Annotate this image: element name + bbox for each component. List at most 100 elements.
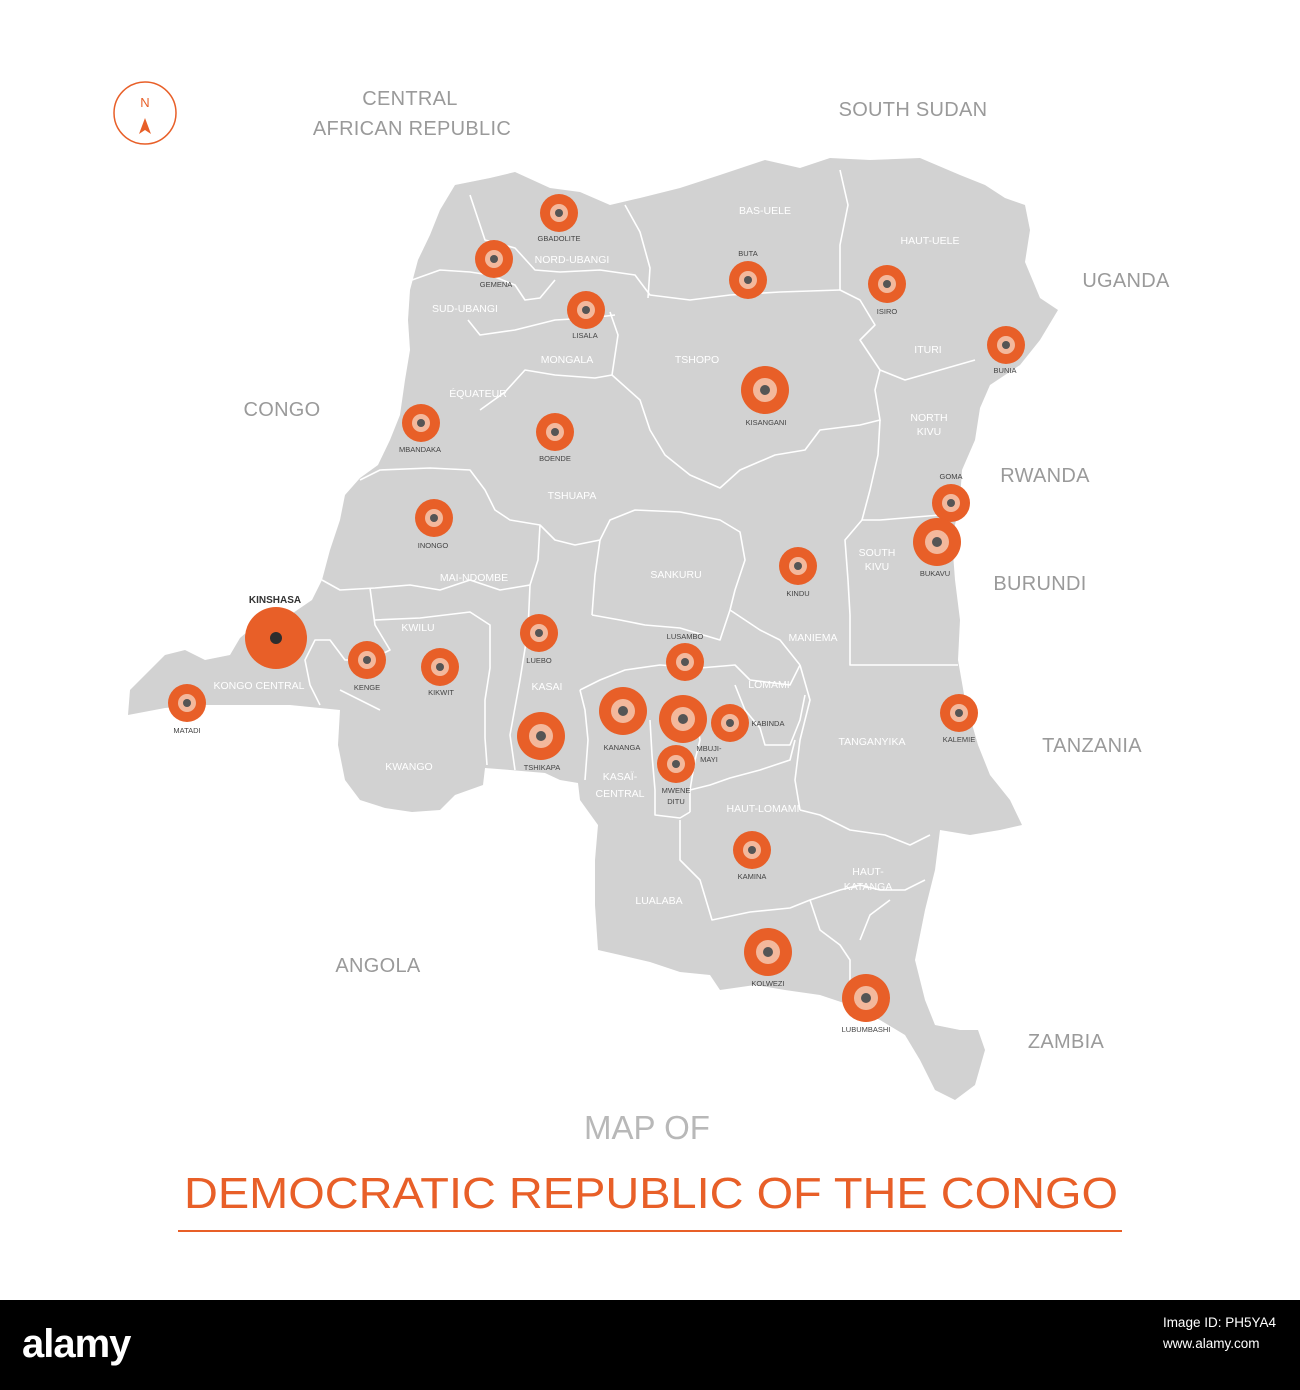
- province-label-south-kivu-line2: KIVU: [865, 561, 890, 573]
- site-url-text: www.alamy.com: [1162, 1336, 1260, 1351]
- city-label-kabinda: KABINDA: [752, 719, 785, 728]
- city-marker-kolwezi: [744, 928, 792, 976]
- capital-marker-kinshasa: [245, 607, 307, 669]
- city-label-gemena: GEMENA: [480, 280, 513, 289]
- title-country-name: DEMOCRATIC REPUBLIC OF THE CONGO: [184, 1169, 1118, 1218]
- footer-bar: alamy Image ID: PH5YA4 www.alamy.com: [0, 1300, 1300, 1390]
- city-marker-bunia: [987, 326, 1025, 364]
- city-label-kikwit: KIKWIT: [428, 688, 454, 697]
- city-label-lubumbashi: LUBUMBASHI: [842, 1025, 891, 1034]
- province-label-nord-ubangi: NORD-UBANGI: [535, 254, 610, 266]
- city-label-kindu: KINDU: [786, 589, 809, 598]
- city-label-goma: GOMA: [940, 472, 963, 481]
- city-label-mbandaka: MBANDAKA: [399, 445, 441, 454]
- neighbor-label-angola: ANGOLA: [335, 955, 421, 977]
- city-markers: KINSHASA: [168, 194, 1025, 1022]
- neighbor-labels: CENTRAL AFRICAN REPUBLIC SOUTH SUDAN UGA…: [243, 88, 1170, 1053]
- neighbor-label-congo: CONGO: [243, 399, 320, 421]
- province-label-maniema: MANIEMA: [788, 632, 837, 644]
- city-label-luebo: LUEBO: [526, 656, 552, 665]
- province-label-kasai-central-line2: CENTRAL: [595, 788, 644, 800]
- province-label-north-kivu-line1: NORTH: [910, 412, 947, 424]
- city-label-mwene-ditu-line2: DITU: [667, 797, 685, 806]
- city-marker-kalemie: [940, 694, 978, 732]
- city-label-mbuji-mayi-line1: MBUJI-: [697, 744, 723, 753]
- city-marker-mbandaka: [402, 404, 440, 442]
- neighbor-label-burundi: BURUNDI: [993, 573, 1086, 595]
- city-marker-gbadolite: [540, 194, 578, 232]
- city-label-kalemie: KALEMIE: [943, 735, 976, 744]
- province-label-mongala: MONGALA: [541, 354, 594, 366]
- province-label-bas-uele: BAS-UELE: [739, 205, 791, 217]
- province-label-sankuru: SANKURU: [650, 569, 701, 581]
- city-marker-bukavu: [913, 518, 961, 566]
- province-label-tanganyika: TANGANYIKA: [839, 736, 906, 748]
- province-borders: [304, 169, 976, 1000]
- province-label-kasai-central-line1: KASAÏ-: [603, 771, 638, 783]
- map-canvas: N CENTRAL: [113, 81, 1170, 1232]
- alamy-logo: alamy: [22, 1322, 131, 1366]
- province-label-north-kivu-line2: KIVU: [917, 426, 942, 438]
- city-label-gbadolite: GBADOLITE: [538, 234, 581, 243]
- city-label-kolwezi: KOLWEZI: [751, 979, 784, 988]
- city-marker-tshikapa: [517, 712, 565, 760]
- drc-landmass: [128, 158, 1058, 1100]
- city-marker-gemena: [475, 240, 513, 278]
- neighbor-label-uganda: UGANDA: [1082, 270, 1170, 292]
- city-marker-matadi: [168, 684, 206, 722]
- city-label-tshikapa: TSHIKAPA: [524, 763, 561, 772]
- province-label-tshopo: TSHOPO: [675, 354, 719, 366]
- city-label-mbuji-mayi-line2: MAYI: [700, 755, 718, 764]
- footer-meta: Image ID: PH5YA4 www.alamy.com: [1163, 1312, 1276, 1354]
- city-marker-kananga: [599, 687, 647, 735]
- province-label-tshuapa: TSHUAPA: [548, 490, 597, 502]
- city-marker-lisala: [567, 291, 605, 329]
- neighbor-label-tanzania: TANZANIA: [1042, 735, 1142, 757]
- province-label-kasai: KASAI: [532, 681, 563, 693]
- city-marker-boende: [536, 413, 574, 451]
- city-label-isiro: ISIRO: [877, 307, 898, 316]
- city-label-lusambo: LUSAMBO: [667, 632, 704, 641]
- city-marker-isiro: [868, 265, 906, 303]
- city-label-kamina: KAMINA: [738, 872, 767, 881]
- capital-label-kinshasa: KINSHASA: [249, 595, 301, 606]
- province-label-lomami: LOMAMI: [748, 679, 789, 691]
- city-marker-lubumbashi: [842, 974, 890, 1022]
- city-marker-kindu: [779, 547, 817, 585]
- province-label-equateur: ÉQUATEUR: [449, 387, 507, 400]
- city-marker-mbuji-mayi: [659, 695, 707, 743]
- north-compass-icon: N: [113, 81, 177, 145]
- city-label-bukavu: BUKAVU: [920, 569, 950, 578]
- compass-north-letter: N: [140, 95, 149, 110]
- city-label-boende: BOENDE: [539, 454, 571, 463]
- neighbor-label-car-line2: AFRICAN REPUBLIC: [313, 118, 511, 140]
- province-label-mai-ndombe: MAI-NDOMBE: [440, 572, 508, 584]
- city-marker-kikwit: [421, 648, 459, 686]
- city-label-kisangani: KISANGANI: [746, 418, 787, 427]
- neighbor-label-rwanda: RWANDA: [1000, 465, 1090, 487]
- city-marker-kenge: [348, 641, 386, 679]
- city-marker-kisangani: [741, 366, 789, 414]
- drc-country-shape: [128, 158, 1058, 1100]
- city-label-buta: BUTA: [738, 249, 757, 258]
- neighbor-label-south-sudan: SOUTH SUDAN: [839, 99, 988, 121]
- city-label-lisala: LISALA: [572, 331, 597, 340]
- province-label-kongo-central: KONGO CENTRAL: [213, 680, 304, 692]
- city-labels: GBADOLITE GEMENA LISALA BUTA ISIRO BUNIA…: [173, 234, 1016, 1034]
- city-label-kananga: KANANGA: [604, 743, 641, 752]
- image-id-text: Image ID: PH5YA4: [1162, 1315, 1276, 1330]
- neighbor-label-zambia: ZAMBIA: [1028, 1031, 1105, 1053]
- province-label-south-kivu-line1: SOUTH: [859, 547, 896, 559]
- province-label-haut-lomami: HAUT-LOMAMI: [727, 803, 800, 815]
- city-marker-inongo: [415, 499, 453, 537]
- city-marker-goma: [932, 484, 970, 522]
- city-marker-kamina: [733, 831, 771, 869]
- province-label-haut-katanga-line2: KATANGA: [844, 881, 893, 893]
- neighbor-label-car-line1: CENTRAL: [362, 88, 457, 110]
- province-label-ituri: ITURI: [914, 344, 941, 356]
- city-marker-luebo: [520, 614, 558, 652]
- map-title: MAP OF DEMOCRATIC REPUBLIC OF THE CONGO: [178, 1109, 1122, 1232]
- city-label-matadi: MATADI: [173, 726, 200, 735]
- province-label-sud-ubangi: SUD-UBANGI: [432, 303, 498, 315]
- city-marker-mwene-ditu: [657, 745, 695, 783]
